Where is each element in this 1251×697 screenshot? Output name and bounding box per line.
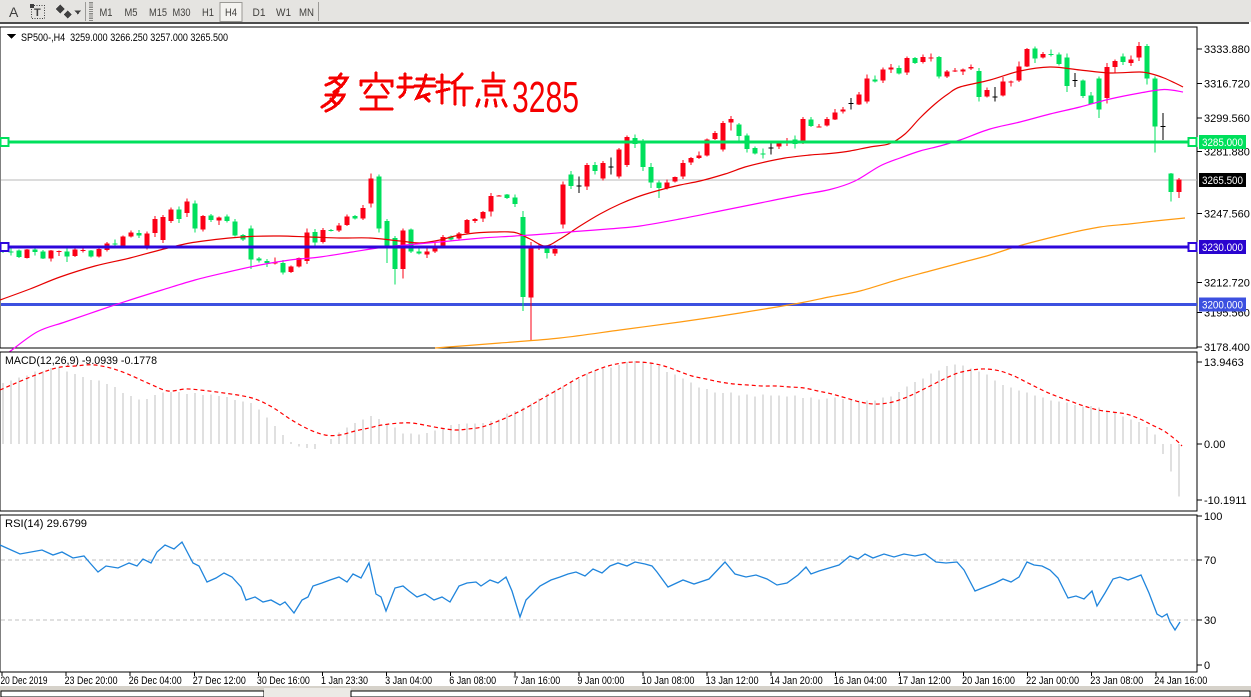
svg-text:27 Dec 12:00: 27 Dec 12:00 xyxy=(193,675,246,687)
svg-text:30 Dec 16:00: 30 Dec 16:00 xyxy=(257,675,310,687)
svg-text:MACD(12,26,9) -9.0939 -0.1778: MACD(12,26,9) -9.0939 -0.1778 xyxy=(5,355,157,367)
svg-text:H4: H4 xyxy=(225,7,237,19)
svg-text:9 Jan 00:00: 9 Jan 00:00 xyxy=(577,675,624,687)
svg-text:20 Jan 16:00: 20 Jan 16:00 xyxy=(962,675,1015,687)
svg-text:13 Jan 12:00: 13 Jan 12:00 xyxy=(706,675,759,687)
svg-text:23 Jan 08:00: 23 Jan 08:00 xyxy=(1090,675,1143,687)
svg-text:3230.000: 3230.000 xyxy=(1202,242,1243,254)
svg-text:RSI(14) 29.6799: RSI(14) 29.6799 xyxy=(5,518,87,530)
svg-text:T: T xyxy=(34,7,41,19)
svg-text:3285.000: 3285.000 xyxy=(1202,137,1243,149)
svg-text:0: 0 xyxy=(1204,660,1210,672)
svg-text:A: A xyxy=(9,4,19,20)
svg-text:22 Jan 00:00: 22 Jan 00:00 xyxy=(1026,675,1079,687)
svg-text:M1: M1 xyxy=(100,7,113,19)
svg-text:0.00: 0.00 xyxy=(1204,439,1225,451)
svg-text:10 Jan 08:00: 10 Jan 08:00 xyxy=(642,675,695,687)
svg-text:SP500-,H4 3259.000 3266.250 3: SP500-,H4 3259.000 3266.250 3257.000 326… xyxy=(21,32,228,44)
svg-text:13.9463: 13.9463 xyxy=(1204,357,1244,369)
svg-text:3265.500: 3265.500 xyxy=(1202,175,1243,187)
svg-text:100: 100 xyxy=(1204,511,1222,523)
svg-text:3299.560: 3299.560 xyxy=(1204,113,1250,125)
svg-text:3212.720: 3212.720 xyxy=(1204,278,1250,290)
svg-text:6 Jan 08:00: 6 Jan 08:00 xyxy=(449,675,496,687)
svg-text:D1: D1 xyxy=(253,7,266,19)
svg-text:24 Jan 16:00: 24 Jan 16:00 xyxy=(1154,675,1207,687)
svg-text:17 Jan 12:00: 17 Jan 12:00 xyxy=(898,675,951,687)
svg-text:W1: W1 xyxy=(276,7,291,19)
svg-text:M5: M5 xyxy=(125,7,138,19)
svg-text:23 Dec 20:00: 23 Dec 20:00 xyxy=(65,675,118,687)
svg-text:3200.000: 3200.000 xyxy=(1202,300,1243,312)
svg-text:3285: 3285 xyxy=(512,73,579,122)
svg-text:3281.880: 3281.880 xyxy=(1204,147,1250,159)
svg-text:3333.880: 3333.880 xyxy=(1204,44,1250,56)
svg-text:H1: H1 xyxy=(202,7,214,19)
svg-text:-10.1911: -10.1911 xyxy=(1204,495,1247,507)
svg-text:20 Dec 2019: 20 Dec 2019 xyxy=(1,675,48,687)
svg-text:M30: M30 xyxy=(173,7,191,19)
svg-text:3247.560: 3247.560 xyxy=(1204,209,1250,221)
svg-text:1 Jan 23:30: 1 Jan 23:30 xyxy=(321,675,368,687)
svg-text:M15: M15 xyxy=(149,7,167,19)
svg-text:70: 70 xyxy=(1204,555,1216,567)
svg-text:14 Jan 20:00: 14 Jan 20:00 xyxy=(770,675,823,687)
svg-text:16 Jan 04:00: 16 Jan 04:00 xyxy=(834,675,887,687)
svg-text:3178.400: 3178.400 xyxy=(1204,342,1250,354)
svg-text:26 Dec 04:00: 26 Dec 04:00 xyxy=(129,675,182,687)
svg-text:7 Jan 16:00: 7 Jan 16:00 xyxy=(513,675,560,687)
svg-text:MN: MN xyxy=(299,7,314,19)
svg-text:3316.720: 3316.720 xyxy=(1204,79,1250,91)
svg-text:30: 30 xyxy=(1204,615,1216,627)
svg-text:3 Jan 04:00: 3 Jan 04:00 xyxy=(385,675,432,687)
